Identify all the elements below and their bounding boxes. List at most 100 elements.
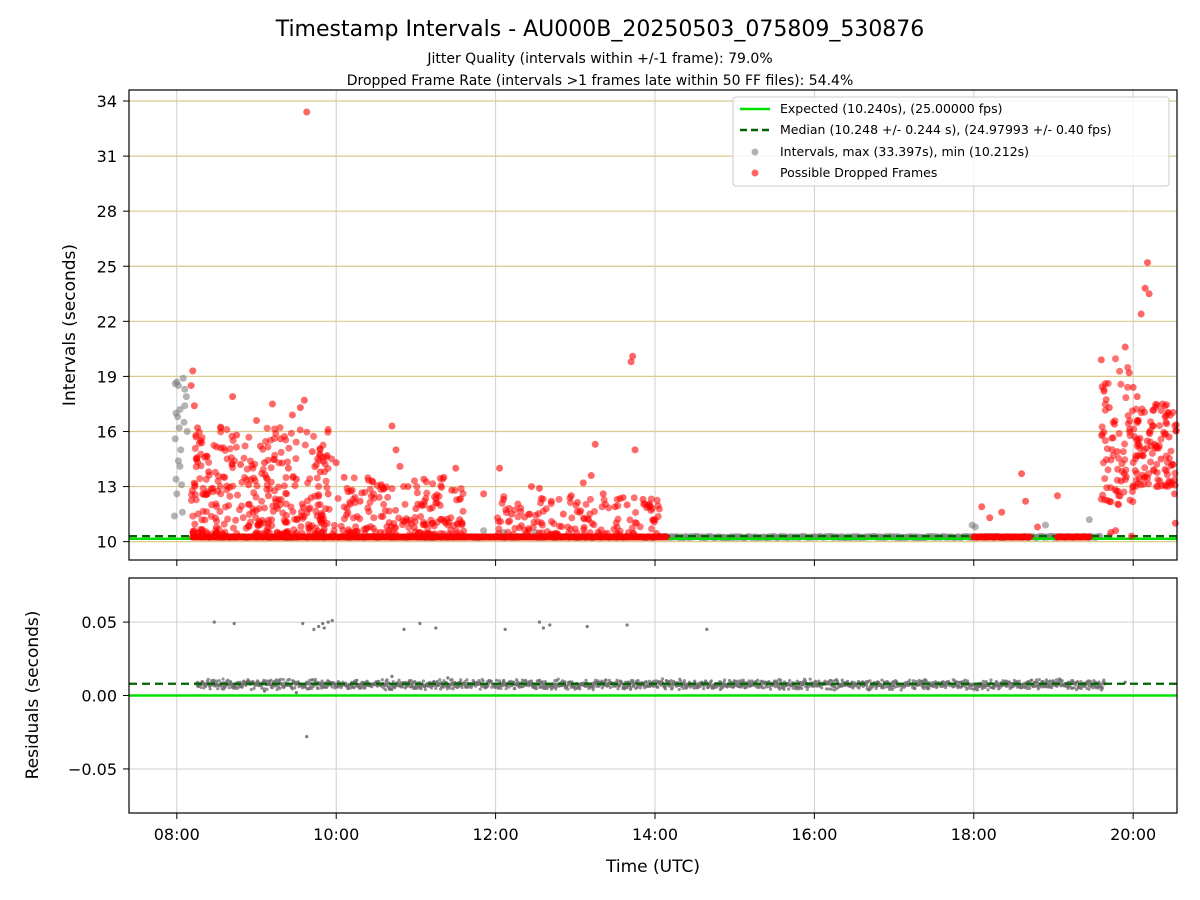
residual-point (317, 624, 321, 629)
dropped-frame-point (216, 508, 224, 516)
dropped-frame-point (1137, 409, 1145, 417)
dropped-frame-point (232, 516, 240, 524)
dropped-frame-point (229, 393, 237, 401)
dropped-frame-point (370, 494, 378, 502)
dropped-frame-point (304, 521, 312, 529)
dropped-frame-point (1120, 488, 1128, 496)
dropped-frame-point (324, 490, 332, 498)
dropped-frame-point (1129, 383, 1137, 391)
dropped-frame-point (287, 503, 295, 511)
dropped-frame-point (1154, 476, 1162, 484)
dropped-frame-point (586, 495, 594, 503)
dropped-frame-point (247, 457, 255, 465)
top-plot-frame (128, 89, 1178, 561)
dropped-frame-point (626, 516, 634, 524)
dropped-frame-point (1148, 449, 1156, 457)
dropped-frame-point (370, 514, 378, 522)
dropped-frame-point (201, 516, 209, 524)
dropped-frame-point (350, 474, 358, 482)
dropped-frame-point (287, 429, 295, 437)
residual-point (199, 685, 203, 690)
dropped-frame-point (556, 522, 564, 530)
residual-point (270, 686, 274, 690)
dropped-frame-point (296, 404, 304, 412)
dropped-frame-point (237, 461, 245, 469)
dropped-frame-point (580, 525, 588, 533)
dropped-frame-point (410, 477, 418, 485)
dropped-frame-point (258, 497, 266, 505)
residual-point (964, 684, 968, 689)
residual-point (402, 627, 406, 632)
dropped-frame-point (323, 519, 331, 527)
residual-point (1028, 686, 1032, 691)
legend-intervals-swatch (751, 148, 759, 156)
bottom-y-tick-label: −0.05 (68, 760, 117, 779)
dropped-frame-point (1132, 405, 1140, 413)
residual-point (316, 686, 320, 691)
interval-point (182, 393, 190, 401)
dropped-frame-point (1158, 482, 1166, 490)
dropped-frame-point (458, 530, 466, 538)
dropped-frame-point (655, 505, 663, 513)
dropped-frame-point (304, 479, 312, 487)
dropped-frame-point (535, 484, 543, 492)
dropped-frame-point (616, 527, 624, 535)
dropped-frame-point (240, 454, 248, 462)
residual-point (629, 686, 633, 690)
dropped-frame-point (230, 457, 238, 465)
dropped-frame-point (1149, 406, 1157, 414)
residual-point (418, 621, 422, 626)
residual-point (681, 686, 685, 690)
residual-point (829, 678, 833, 683)
dropped-frame-point (277, 448, 285, 456)
residual-point (545, 686, 549, 690)
residual-point (446, 676, 450, 680)
dropped-frame-point (538, 521, 546, 529)
dropped-frame-point (199, 507, 207, 515)
residual-point (911, 679, 916, 683)
interval-point (170, 512, 178, 520)
residual-point (625, 623, 629, 627)
dropped-frame-point (291, 482, 299, 490)
dropped-frame-point (330, 521, 338, 529)
residual-point (294, 690, 298, 695)
interval-point (971, 523, 979, 531)
dropped-frame-point (1161, 413, 1169, 421)
residual-point (1015, 679, 1019, 684)
dropped-frame-point (1157, 455, 1165, 463)
dropped-frame-point (1097, 495, 1105, 503)
intervals-panel: 10 13 16 19 22 25 28 31 34 (97, 89, 1180, 566)
dropped-frame-point (1129, 458, 1137, 466)
residual-point (955, 680, 959, 684)
dropped-frame-point (614, 515, 622, 523)
dropped-frame-point (191, 444, 199, 452)
dropped-frame-point (266, 436, 274, 444)
residual-point (890, 687, 895, 691)
dropped-frame-point (1117, 477, 1125, 485)
residual-point (608, 685, 612, 690)
residual-point (644, 680, 648, 684)
interval-point (181, 402, 189, 410)
chart-subtitle-line-1: Jitter Quality (intervals within +/-1 fr… (426, 51, 772, 67)
residual-point (924, 679, 929, 683)
residual-point (278, 677, 283, 681)
dropped-frame-point (452, 529, 460, 537)
dropped-frame-point (632, 508, 640, 516)
residual-point (556, 677, 560, 681)
residual-point (698, 684, 702, 689)
residual-point (540, 680, 545, 684)
dropped-frame-point (277, 530, 285, 538)
interval-point (178, 508, 186, 516)
dropped-frame-point (323, 484, 331, 492)
dropped-frame-point (334, 494, 342, 502)
dropped-frame-point (1153, 444, 1161, 452)
residual-point (1102, 678, 1106, 682)
residual-point (232, 621, 236, 626)
dropped-frame-point (1143, 437, 1151, 445)
dropped-frame-point (1118, 460, 1126, 468)
dropped-frame-point (232, 443, 240, 451)
dropped-frame-point (213, 517, 221, 525)
residual-point (808, 677, 812, 681)
dropped-frame-point (207, 512, 215, 520)
residual-point (913, 686, 917, 690)
